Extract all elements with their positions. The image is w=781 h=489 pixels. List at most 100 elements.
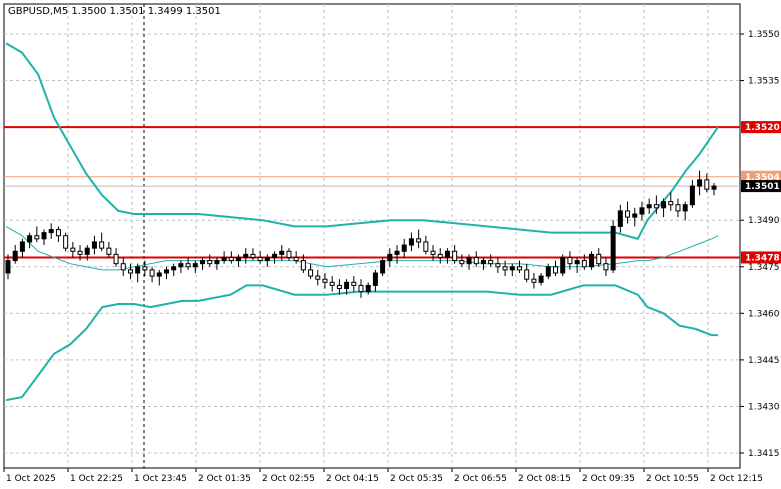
candle-body bbox=[589, 253, 595, 268]
candle bbox=[243, 248, 249, 264]
candle-body bbox=[639, 207, 645, 215]
candle-body bbox=[697, 179, 703, 187]
candle bbox=[372, 269, 378, 292]
y-tick-label: 1.3550 bbox=[748, 30, 780, 40]
candle-body bbox=[351, 281, 357, 286]
candle-body bbox=[560, 256, 566, 274]
candle bbox=[380, 257, 386, 277]
candle bbox=[531, 272, 537, 289]
candle bbox=[653, 195, 659, 215]
horizontal-levels bbox=[4, 126, 740, 259]
candle bbox=[192, 260, 198, 273]
candle bbox=[661, 198, 667, 218]
candle-body bbox=[416, 238, 422, 243]
candle bbox=[502, 260, 508, 277]
candle bbox=[113, 248, 119, 267]
candle bbox=[574, 257, 580, 273]
candle-body bbox=[430, 250, 436, 255]
candle-body bbox=[387, 253, 393, 262]
candle bbox=[293, 251, 299, 264]
candle-body bbox=[243, 253, 249, 258]
candle-body bbox=[459, 260, 465, 265]
candle-body bbox=[488, 260, 494, 265]
candle-body bbox=[236, 256, 242, 262]
candle bbox=[524, 263, 530, 283]
candle-body bbox=[214, 260, 220, 265]
candle bbox=[603, 257, 609, 277]
candle bbox=[63, 232, 69, 252]
candle bbox=[639, 201, 645, 221]
candle bbox=[156, 269, 162, 286]
candle-body bbox=[99, 241, 105, 249]
candle bbox=[711, 182, 717, 196]
candle bbox=[632, 207, 638, 227]
candle bbox=[308, 263, 314, 280]
candle-body bbox=[185, 263, 191, 268]
candle bbox=[135, 263, 141, 283]
candle-body bbox=[91, 241, 97, 249]
candle bbox=[610, 220, 616, 273]
candle-body bbox=[401, 244, 407, 252]
candle bbox=[394, 245, 400, 264]
candle-body bbox=[567, 256, 573, 265]
candle bbox=[416, 229, 422, 249]
candle-body bbox=[509, 266, 515, 271]
candle bbox=[279, 245, 285, 261]
candle-body bbox=[452, 250, 458, 262]
candle-body bbox=[77, 250, 83, 255]
candle bbox=[106, 241, 112, 258]
candle bbox=[545, 263, 551, 280]
candle-body bbox=[502, 266, 508, 271]
y-tick-label: 1.3535 bbox=[748, 77, 780, 87]
candle-body bbox=[272, 253, 278, 258]
candle bbox=[466, 254, 472, 270]
candle-body bbox=[473, 256, 479, 265]
candle bbox=[423, 235, 429, 255]
candle-body bbox=[689, 185, 695, 206]
ask-badge-box bbox=[741, 170, 781, 183]
candle bbox=[300, 254, 306, 273]
candle bbox=[459, 254, 465, 267]
candle-body bbox=[625, 210, 631, 218]
level-badge-label: 1.3520 bbox=[745, 123, 780, 133]
x-tick-label: 1 Oct 23:45 bbox=[134, 474, 187, 484]
candle-body bbox=[120, 263, 126, 271]
candle bbox=[596, 248, 602, 267]
candle-body bbox=[480, 260, 486, 265]
candle-body bbox=[286, 250, 292, 258]
candle bbox=[344, 279, 350, 295]
candle bbox=[329, 276, 335, 292]
x-tick-label: 2 Oct 01:35 bbox=[198, 474, 251, 484]
candle-body bbox=[329, 281, 335, 286]
candle-body bbox=[34, 235, 40, 240]
candle-body bbox=[149, 269, 155, 277]
candle bbox=[127, 263, 133, 280]
candle-body bbox=[250, 253, 256, 258]
candle-body bbox=[545, 266, 551, 277]
candle-body bbox=[538, 275, 544, 283]
price-axis: 1.3550 1.3535 1.3490 1.3475 1.3460 1.3445 1.34… bbox=[740, 30, 780, 459]
candle-body bbox=[27, 235, 33, 243]
candle-body bbox=[163, 269, 169, 274]
candle-body bbox=[365, 284, 371, 293]
level-badge-label: 1.3478 bbox=[745, 253, 780, 263]
candle-body bbox=[228, 256, 234, 262]
candle-body bbox=[372, 272, 378, 286]
candle bbox=[495, 257, 501, 273]
x-tick-label: 2 Oct 06:55 bbox=[454, 474, 507, 484]
candle bbox=[509, 263, 515, 277]
candle bbox=[538, 272, 544, 286]
candle-body bbox=[322, 278, 328, 283]
candle bbox=[617, 204, 623, 233]
candle bbox=[560, 254, 566, 277]
candle-body bbox=[257, 256, 263, 262]
x-tick-label: 1 Oct 2025 bbox=[6, 474, 56, 484]
bollinger-lower-band bbox=[5, 284, 718, 402]
candle bbox=[480, 257, 486, 270]
time-axis: 1 Oct 2025 1 Oct 22:25 1 Oct 23:45 2 Oct 01… bbox=[3, 468, 763, 484]
candle bbox=[336, 279, 342, 295]
candle-body bbox=[178, 263, 184, 268]
x-tick-label: 2 Oct 12:15 bbox=[710, 474, 763, 484]
candle-body bbox=[19, 241, 25, 252]
candle bbox=[387, 248, 393, 267]
